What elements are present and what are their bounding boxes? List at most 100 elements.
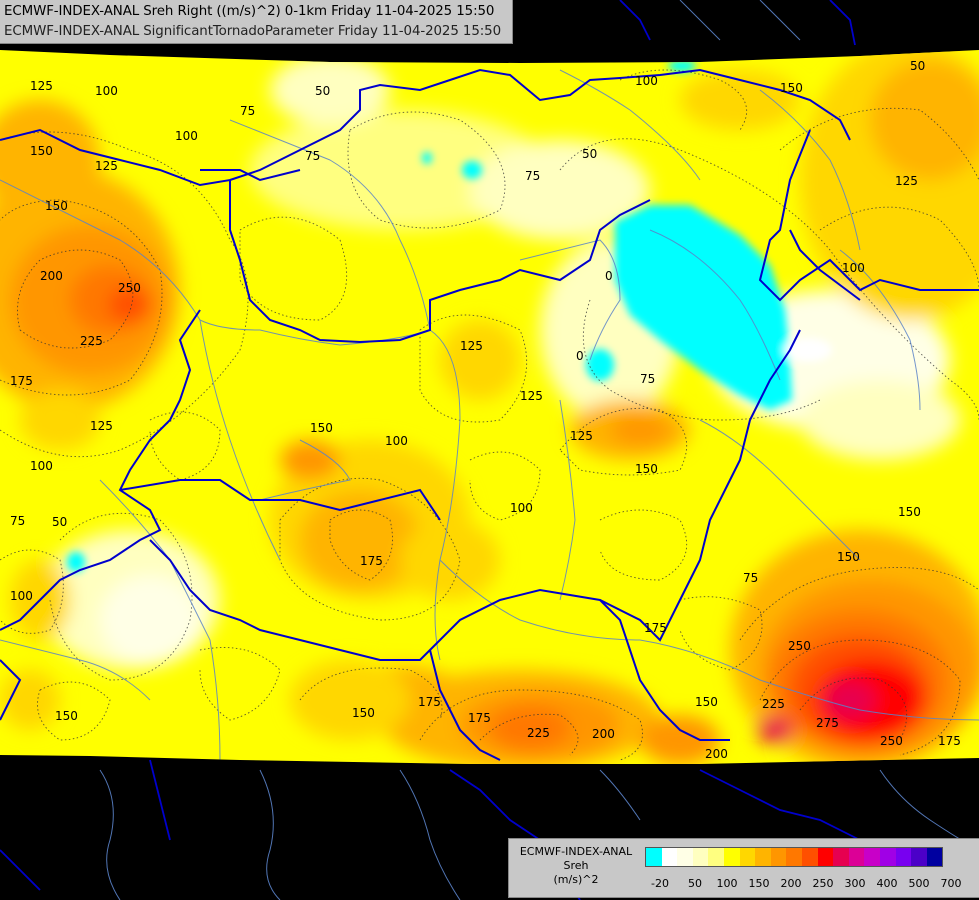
- legend-tick: 150: [748, 877, 770, 890]
- contour-label: 100: [510, 501, 533, 515]
- outer-rivers: [99, 0, 979, 900]
- contour-label: 175: [10, 374, 33, 388]
- legend-units: (m/s)^2: [553, 873, 599, 886]
- contour-label: 200: [705, 747, 728, 761]
- legend-swatch: [661, 848, 678, 866]
- legend-tick: 250: [812, 877, 834, 890]
- contour-label: 125: [460, 339, 483, 353]
- contour-label: 150: [837, 550, 860, 564]
- contour-label: 100: [175, 129, 198, 143]
- rivers: [0, 69, 979, 764]
- contour-label: 100: [10, 589, 33, 603]
- contour-label: 75: [10, 514, 25, 528]
- legend-swatch: [786, 848, 802, 866]
- map-subtitle: ECMWF-INDEX-ANAL SignificantTornadoParam…: [4, 24, 502, 39]
- contour-label: 125: [95, 159, 118, 173]
- contour-label: 50: [315, 84, 330, 98]
- contour-label: 175: [644, 621, 667, 635]
- legend-swatch: [755, 848, 771, 866]
- contour-label: 150: [55, 709, 78, 723]
- contour-label: 225: [762, 697, 785, 711]
- sreh-field: [0, 50, 979, 764]
- legend-swatch: [911, 848, 927, 866]
- contour-label: 200: [40, 269, 63, 283]
- contour-label: 250: [788, 639, 811, 653]
- contour-label: 175: [468, 711, 491, 725]
- contour-label: 0: [605, 269, 613, 283]
- legend-swatch: [895, 848, 912, 866]
- contour-label: 250: [880, 734, 903, 748]
- contour-label: 150: [780, 81, 803, 95]
- contour-label: 50: [910, 59, 925, 73]
- contour-label: 0: [576, 349, 584, 363]
- contour-label: 175: [360, 554, 383, 568]
- legend-swatch: [864, 848, 880, 866]
- contour-label: 50: [582, 147, 597, 161]
- legend-swatch: [646, 848, 662, 866]
- contour-label: 125: [90, 419, 113, 433]
- contour-label: 150: [45, 199, 68, 213]
- contour-label: 125: [520, 389, 543, 403]
- contour-label: 150: [695, 695, 718, 709]
- contour-label: 275: [816, 716, 839, 730]
- legend-tick: 400: [876, 877, 898, 890]
- contour-label: 100: [385, 434, 408, 448]
- contour-label: 75: [525, 169, 540, 183]
- legend-swatch: [770, 848, 787, 866]
- legend-swatches: [645, 847, 944, 867]
- contour-label: 150: [310, 421, 333, 435]
- contour-label: 250: [118, 281, 141, 295]
- legend-swatch: [677, 848, 693, 866]
- legend-tick: 700: [940, 877, 962, 890]
- contour-label: 125: [30, 79, 53, 93]
- contour-label: 100: [30, 459, 53, 473]
- contour-lines: [0, 69, 979, 761]
- legend-ticks: -20 50 100 150 200 250 300 400 500 700: [645, 877, 975, 891]
- legend-tick: 50: [688, 877, 702, 890]
- legend-swatch: [708, 848, 724, 866]
- contour-label: 225: [527, 726, 550, 740]
- contour-label: 200: [592, 727, 615, 741]
- contour-label: 175: [418, 695, 441, 709]
- legend-variable: Sreh: [563, 859, 589, 872]
- map-title: ECMWF-INDEX-ANAL Sreh Right ((m/s)^2) 0-…: [4, 4, 495, 19]
- legend-title: ECMWF-INDEX-ANAL Sreh (m/s)^2: [511, 845, 641, 887]
- contour-label: 125: [570, 429, 593, 443]
- contour-label: 175: [938, 734, 961, 748]
- contour-labels: 125 100 50 75 100 150 150 125 75 150 200…: [10, 59, 961, 761]
- legend-swatch: [817, 848, 834, 866]
- legend-tick: 300: [844, 877, 866, 890]
- contour-label: 125: [895, 174, 918, 188]
- map-title-panel: ECMWF-INDEX-ANAL Sreh Right ((m/s)^2) 0-…: [0, 0, 513, 44]
- contour-label: 150: [352, 706, 375, 720]
- contour-label: 75: [240, 104, 255, 118]
- contour-label: 150: [635, 462, 658, 476]
- legend-swatch: [879, 848, 896, 866]
- legend-swatch: [692, 848, 709, 866]
- legend-tick: 100: [716, 877, 738, 890]
- contour-label: 100: [635, 74, 658, 88]
- color-legend: ECMWF-INDEX-ANAL Sreh (m/s)^2 -20 50 100…: [508, 838, 979, 898]
- contour-label: 75: [743, 571, 758, 585]
- country-borders: [0, 68, 979, 761]
- legend-swatch: [739, 848, 756, 866]
- legend-swatch: [801, 848, 818, 866]
- legend-swatch: [926, 848, 943, 866]
- contour-label: 75: [305, 149, 320, 163]
- contour-label: 100: [842, 261, 865, 275]
- contour-label: 75: [640, 372, 655, 386]
- contour-label: 50: [52, 515, 67, 529]
- legend-tick: 500: [908, 877, 930, 890]
- legend-swatch: [723, 848, 740, 866]
- contour-label: 225: [80, 334, 103, 348]
- legend-source: ECMWF-INDEX-ANAL: [519, 845, 633, 858]
- contour-label: 150: [898, 505, 921, 519]
- contour-label: 150: [30, 144, 53, 158]
- contour-label: 100: [95, 84, 118, 98]
- legend-tick: -20: [651, 877, 669, 890]
- legend-swatch: [833, 848, 849, 866]
- legend-tick: 200: [780, 877, 802, 890]
- legend-swatch: [848, 848, 865, 866]
